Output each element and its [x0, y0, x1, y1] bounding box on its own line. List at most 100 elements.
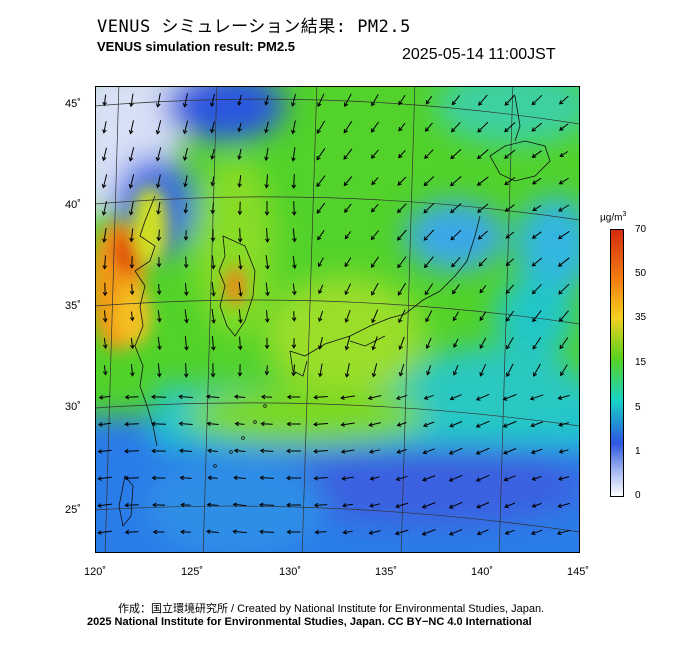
wind-arrow: [558, 95, 569, 105]
wind-arrow: [124, 529, 139, 535]
wind-arrow: [264, 201, 270, 216]
wind-arrow: [371, 336, 378, 351]
wind-arrow: [558, 422, 570, 427]
lat-label-45: 45˚: [65, 98, 81, 110]
wind-arrow: [531, 122, 543, 132]
wind-arrow: [178, 421, 193, 427]
wind-arrow: [206, 421, 219, 427]
wind-arrow: [156, 283, 162, 295]
wind-arrow: [184, 309, 189, 324]
wind-arrow: [155, 93, 161, 108]
wind-arrow: [286, 502, 301, 508]
wind-arrow: [504, 204, 515, 212]
wind-arrow: [424, 283, 434, 296]
wind-arrow: [291, 147, 296, 162]
wind-arrow: [101, 147, 107, 162]
wind-arrow: [504, 149, 516, 159]
wind-arrow: [102, 282, 108, 297]
wind-arrow: [368, 422, 381, 427]
wind-arrow: [129, 93, 134, 108]
wind-arrow: [422, 448, 435, 455]
wind-arrow: [210, 176, 216, 187]
wind-arrow: [124, 475, 140, 481]
wind-arrow: [558, 123, 569, 131]
wind-arrow: [395, 475, 408, 482]
wind-arrow: [97, 503, 112, 508]
wind-arrow: [423, 229, 435, 241]
lon-label-135: 135˚: [375, 566, 398, 578]
wind-arrow: [476, 529, 489, 536]
wind-arrow: [260, 421, 273, 427]
wind-arrow: [313, 502, 328, 508]
wind-arrow: [151, 475, 166, 481]
wind-arrow: [155, 147, 162, 162]
wind-arrow: [259, 502, 275, 508]
colorbar-label-5: 5: [635, 402, 641, 413]
map-frame: [95, 86, 580, 553]
wind-arrow: [559, 337, 569, 350]
wind-arrow: [237, 201, 243, 216]
wind-arrow: [450, 203, 462, 214]
wind-arrow: [368, 530, 381, 535]
wind-arrow: [479, 363, 487, 377]
wind-arrow: [102, 365, 108, 376]
wind-arrow: [341, 476, 354, 481]
wind-arrow: [264, 365, 270, 376]
wind-arrow: [369, 476, 380, 481]
wind-arrow: [286, 421, 301, 427]
wind-arrow: [286, 394, 301, 400]
wind-arrow: [206, 502, 219, 508]
graticule: [95, 86, 580, 553]
wind-arrow: [557, 394, 570, 400]
wind-arrow: [475, 447, 490, 455]
wind-arrow: [180, 502, 191, 508]
wind-arrow: [450, 121, 461, 133]
wind-arrow: [291, 364, 297, 377]
title-japanese: VENUS シミュレーション結果: PM2.5: [97, 17, 411, 37]
wind-arrow: [129, 228, 134, 243]
wind-arrow: [179, 475, 192, 481]
wind-arrow: [557, 476, 570, 481]
wind-arrow: [97, 449, 112, 454]
wind-arrow: [344, 309, 351, 323]
wind-arrow: [448, 528, 463, 536]
wind-arrow: [210, 255, 216, 270]
wind-arrow: [184, 336, 189, 351]
wind-arrow: [314, 529, 327, 535]
wind-arrow: [423, 394, 434, 400]
wind-arrow: [478, 94, 488, 106]
wind-arrow: [530, 421, 543, 428]
wind-arrow: [233, 448, 246, 454]
wind-arrow: [479, 337, 487, 349]
wind-arrows: [97, 93, 571, 536]
wind-arrow: [211, 309, 216, 324]
wind-arrow: [259, 448, 274, 454]
lon-label-120: 120˚: [84, 566, 107, 578]
wind-arrow: [206, 529, 220, 535]
wind-arrow: [558, 283, 570, 295]
wind-arrow: [183, 175, 188, 188]
wind-arrow: [531, 231, 542, 239]
wind-arrow: [264, 337, 270, 350]
wind-arrow: [264, 227, 270, 243]
wind-arrow: [210, 229, 216, 242]
colorbar-label-15: 15: [635, 357, 647, 368]
wind-arrow: [398, 150, 406, 159]
wind-arrow: [368, 449, 381, 454]
wind-arrow: [182, 120, 189, 135]
wind-arrow: [396, 422, 407, 427]
wind-arrow: [316, 175, 326, 188]
wind-arrow: [344, 257, 352, 268]
wind-arrow: [286, 475, 301, 481]
wind-arrow: [557, 502, 570, 509]
wind-arrow: [207, 475, 218, 481]
wind-arrow: [530, 448, 543, 455]
wind-arrow: [506, 363, 514, 378]
wind-arrow: [102, 337, 108, 349]
wind-arrow: [344, 231, 352, 240]
colorbar-label-1: 1: [635, 446, 641, 457]
wind-arrow: [128, 201, 134, 216]
wind-arrow: [421, 475, 436, 482]
wind-arrow: [151, 394, 167, 400]
lon-label-125: 125˚: [181, 566, 204, 578]
